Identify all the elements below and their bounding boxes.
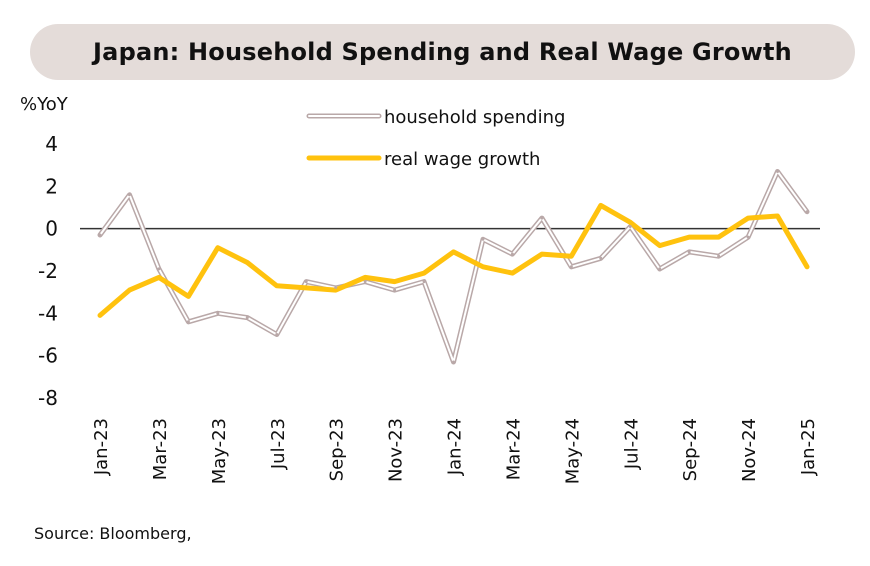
household-spending-point [186,320,190,324]
real-wage-growth-point [186,294,190,298]
real-wage-growth-point [776,214,780,218]
household-spending-point [746,235,750,239]
x-tick-label: Sep-23 [327,418,348,481]
series-layer [97,169,810,365]
x-tick-label: Sep-24 [680,418,701,481]
x-tick-label: Mar-23 [150,418,171,480]
household-spending-point [304,280,308,284]
x-tick-label: May-23 [209,418,230,484]
real-wage-growth-point [363,275,367,279]
y-tick-label: 2 [45,174,58,198]
real-wage-growth-point [569,254,573,258]
real-wage-growth-point [481,265,485,269]
real-wage-growth-point [245,261,249,265]
x-tick-label: Nov-23 [386,418,407,482]
real-wage-growth-point [510,271,514,275]
real-wage-growth-point [127,288,131,292]
real-wage-growth-point [599,203,603,207]
household-spending-point [275,333,279,336]
household-spending-point [658,267,662,271]
real-wage-growth-point [275,284,279,288]
y-tick-label: 4 [45,132,58,156]
real-wage-growth-point [98,313,102,317]
chart-title: Japan: Household Spending and Real Wage … [93,38,792,66]
x-tick-label: Nov-24 [739,418,760,482]
household-spending-point [776,170,780,174]
axis-layer: 4 2 0 -2 -4 -6 -8 Jan-23 Mar-23 May-23 Jul-23 Sep-2… [38,132,820,484]
legend-label-real-wage-growth: real wage growth [384,149,540,170]
real-wage-growth-point [452,250,455,254]
household-spending-point [157,267,161,271]
real-wage-growth-point [746,216,750,220]
real-wage-growth-point [628,220,632,224]
y-tick-label: -6 [38,344,58,368]
real-wage-growth-point [157,275,161,279]
household-spending-point [628,225,632,229]
household-spending-point [481,237,485,241]
household-spending-point [452,360,455,364]
real-wage-growth-point [540,252,544,256]
title-bar: Japan: Household Spending and Real Wage … [30,24,855,80]
household-spending-point [687,250,691,254]
legend-label-household-spending: household spending [384,107,565,128]
household-spending-point [245,316,249,320]
legend: household spending real wage growth [306,107,565,170]
source-note: Source: Bloomberg, [34,524,192,543]
x-tick-label: Jul-23 [268,418,289,470]
household-spending-point [216,311,220,315]
household-spending-point [127,193,131,197]
household-spending-point [334,286,338,290]
y-axis-unit-label: %YoY [20,94,68,115]
real-wage-growth-point [304,286,308,290]
y-tick-label: -2 [38,259,58,283]
real-wage-growth-point [687,235,691,239]
household-spending-point [510,252,514,256]
x-tick-label: Jan-25 [798,418,819,476]
household-spending-point [569,265,573,269]
x-tick-label: Jan-23 [91,418,112,476]
household-spending-point [422,280,426,284]
x-tick-label: Mar-24 [503,418,524,480]
real-wage-growth-point [805,265,809,269]
y-tick-label: 0 [45,217,58,241]
household-spending-point [599,256,603,260]
real-wage-growth-point [334,288,338,292]
real-wage-growth-point [422,271,426,275]
household-spending-point [363,280,367,284]
x-tick-label: Jul-24 [621,418,642,470]
real-wage-growth-point [393,280,397,284]
household-spending-point [805,210,809,214]
household-spending-point [717,254,721,258]
household-spending-point [393,288,397,292]
x-tick-label: Jan-24 [445,418,466,476]
household-spending-point [540,216,544,220]
y-tick-label: -4 [38,301,58,325]
x-tick-label: May-24 [562,418,583,484]
real-wage-growth-point [216,246,220,250]
y-tick-label: -8 [38,386,58,410]
real-wage-growth-point [717,235,721,239]
household-spending-point [98,233,102,237]
series-real-wage-growth-line [97,202,810,318]
real-wage-growth-point [658,244,662,248]
